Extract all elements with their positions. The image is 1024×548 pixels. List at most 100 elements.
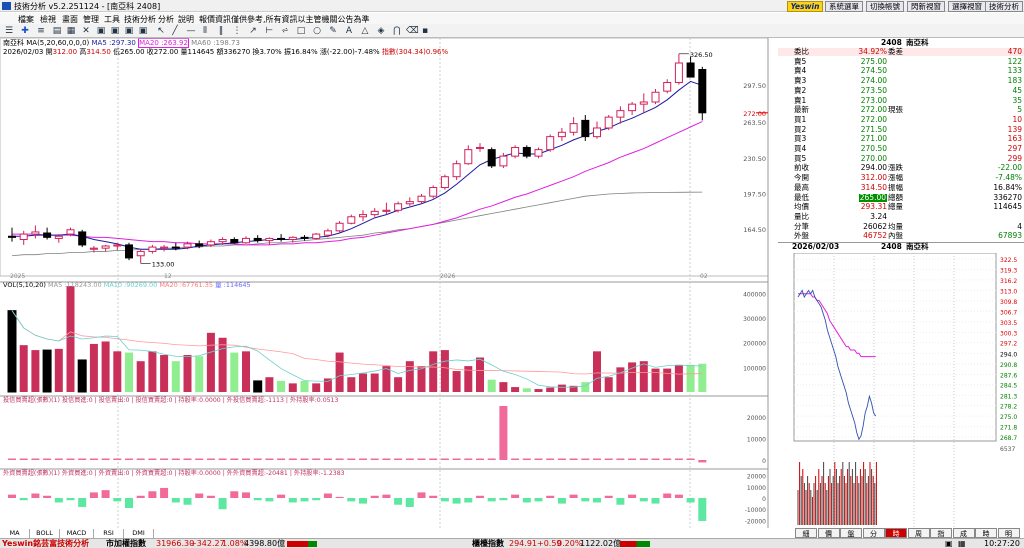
right-tab[interactable]: 分 [862,528,885,538]
system-menu-button[interactable]: 系統選單 [825,1,863,12]
news-icon[interactable]: ▣ [945,539,953,548]
quote-row-label: 分筆 [794,221,809,231]
new-window-button[interactable]: 閃新視窗 [907,1,945,12]
layout-3-icon[interactable]: ▣ [124,26,134,36]
triangle-icon[interactable]: △ [361,26,369,36]
menu-manage[interactable]: 管理 [83,15,99,24]
grid-icon[interactable]: ▦ [66,26,76,36]
menu-view[interactable]: 檢視 [40,15,56,24]
invest-trust-bar [136,458,145,460]
right-tab[interactable]: 指 [930,528,952,538]
quote-row-value: 272.00 [860,105,887,115]
ma20-line [12,121,703,246]
volume-bar [42,349,52,393]
chart-icon[interactable]: ▤ [52,26,62,36]
quote-row: 今開 312.00 漲幅 -7.48% [778,173,1024,182]
invest-trust-bar [546,458,555,460]
x-close-icon[interactable]: ✕ [82,26,90,36]
ellipse-icon[interactable]: ○ [313,26,321,36]
invest-trust-bar [405,458,414,460]
right-tab[interactable]: 時 [975,528,997,538]
fib-icon[interactable]: ⋮ [232,26,242,36]
menu-screen[interactable]: 畫面 [62,15,78,24]
intraday-chart[interactable]: 322.5 319.3 316.2 313.0 309.8 306.7 303.5 300.3… [778,253,1024,528]
select-window-button[interactable]: 選擇視窗 [948,1,986,12]
volume-bar [429,351,438,392]
foreign-bar [253,498,262,501]
invest-trust-bar [8,458,16,460]
channel-icon[interactable]: ⩫ [281,26,289,36]
rect-tool-icon[interactable]: □ [296,26,306,36]
right-tab[interactable]: 細 [795,528,817,538]
save-icon[interactable]: ▪ [421,26,429,36]
layout-2-icon[interactable]: ▣ [110,26,120,36]
right-tab[interactable]: 時 [885,528,907,538]
volume-bar [651,368,660,392]
tab-rsi[interactable]: RSI [94,529,124,538]
eraser-icon[interactable]: ⌫ [406,26,419,36]
list-icon[interactable]: ≡ [37,26,45,36]
quote-row-value: 314.50 [860,182,887,192]
menu-tech-analysis[interactable]: 技術分析 [124,15,156,24]
right-tab[interactable]: 成 [952,528,975,538]
candle-body [253,237,262,242]
amt-label: 額 [216,48,224,56]
main-chart[interactable]: 297.50272.00263.50230.50197.50164.50326.… [0,38,778,528]
add-icon[interactable]: ✚ [21,26,29,36]
layout-4-icon[interactable]: ▣ [138,26,148,36]
candle-body [405,201,414,205]
tab-ma[interactable]: MA [0,529,30,538]
pen-icon[interactable]: ✎ [329,26,337,36]
arrow-tool-icon[interactable]: ↗ [249,26,257,36]
candle-body [19,233,28,241]
invest-trust-bar [581,458,590,460]
tech-analysis-button[interactable]: 技術分析 [985,1,1023,12]
menu-tools[interactable]: 工具 [104,15,120,24]
candle-body [452,163,461,178]
date-label: 02 [700,273,708,280]
volume-bar [288,383,297,392]
candle-body [698,68,707,114]
measure-icon[interactable]: ⊢ [265,26,273,36]
cursor-icon[interactable]: ↖ [157,26,165,36]
volume-bar [663,368,672,392]
foreign-bar [300,498,309,502]
foreign-bar [347,498,356,502]
right-tab[interactable]: 周 [907,528,930,538]
switch-account-button[interactable]: 切換帳號 [866,1,904,12]
quote-line: 2026/02/03 開312.00 高314.50 低265.00 收272.… [3,48,448,57]
quote-row-value2: 67893 [998,231,1022,241]
text-tool-icon[interactable]: A [345,26,353,36]
volume-bar [440,350,449,392]
menu-file[interactable]: 檔案 [18,15,34,24]
vol-ma5: MA5 :118243.00 [48,281,102,289]
right-tab[interactable]: 盤 [840,528,862,538]
invest-trust-bar [370,458,379,460]
right-tab[interactable]: 價 [817,528,840,538]
quote-row-value2: 5 [1017,105,1022,115]
parallel-lines-icon[interactable]: ⫴ [203,26,207,36]
vertical-lines-icon[interactable]: ‖ [218,26,224,36]
horizontal-line-icon[interactable]: — [186,26,196,36]
volume-bar [394,377,403,392]
turnover-label: 換 [252,48,260,56]
invest-trust-bar [616,458,625,460]
tab-dmi[interactable]: DMI [124,529,154,538]
menu-list-icon[interactable]: ☰ [4,26,14,36]
tag-icon[interactable]: ◈ [377,26,385,36]
right-tab[interactable]: 明 [997,528,1020,538]
invest-trust-bar [218,458,227,460]
candle-body [522,146,531,157]
menu-help[interactable]: 說明 [178,15,194,24]
tab-boll[interactable]: BOLL [30,529,60,538]
invest-trust-bar [534,458,543,460]
chart-status-icon[interactable]: ▦ [958,539,966,548]
candle-body [101,245,110,249]
menu-analysis[interactable]: 分析 [158,15,174,24]
volume-bar [31,350,40,392]
intraday-axis-label: 300.3 [1000,330,1017,337]
line-tool-icon[interactable]: ╱ [172,26,178,36]
tab-macd[interactable]: MACD [60,529,94,538]
magnet-icon[interactable]: ⋂ [393,26,401,36]
layout-1-icon[interactable]: ▣ [96,26,106,36]
